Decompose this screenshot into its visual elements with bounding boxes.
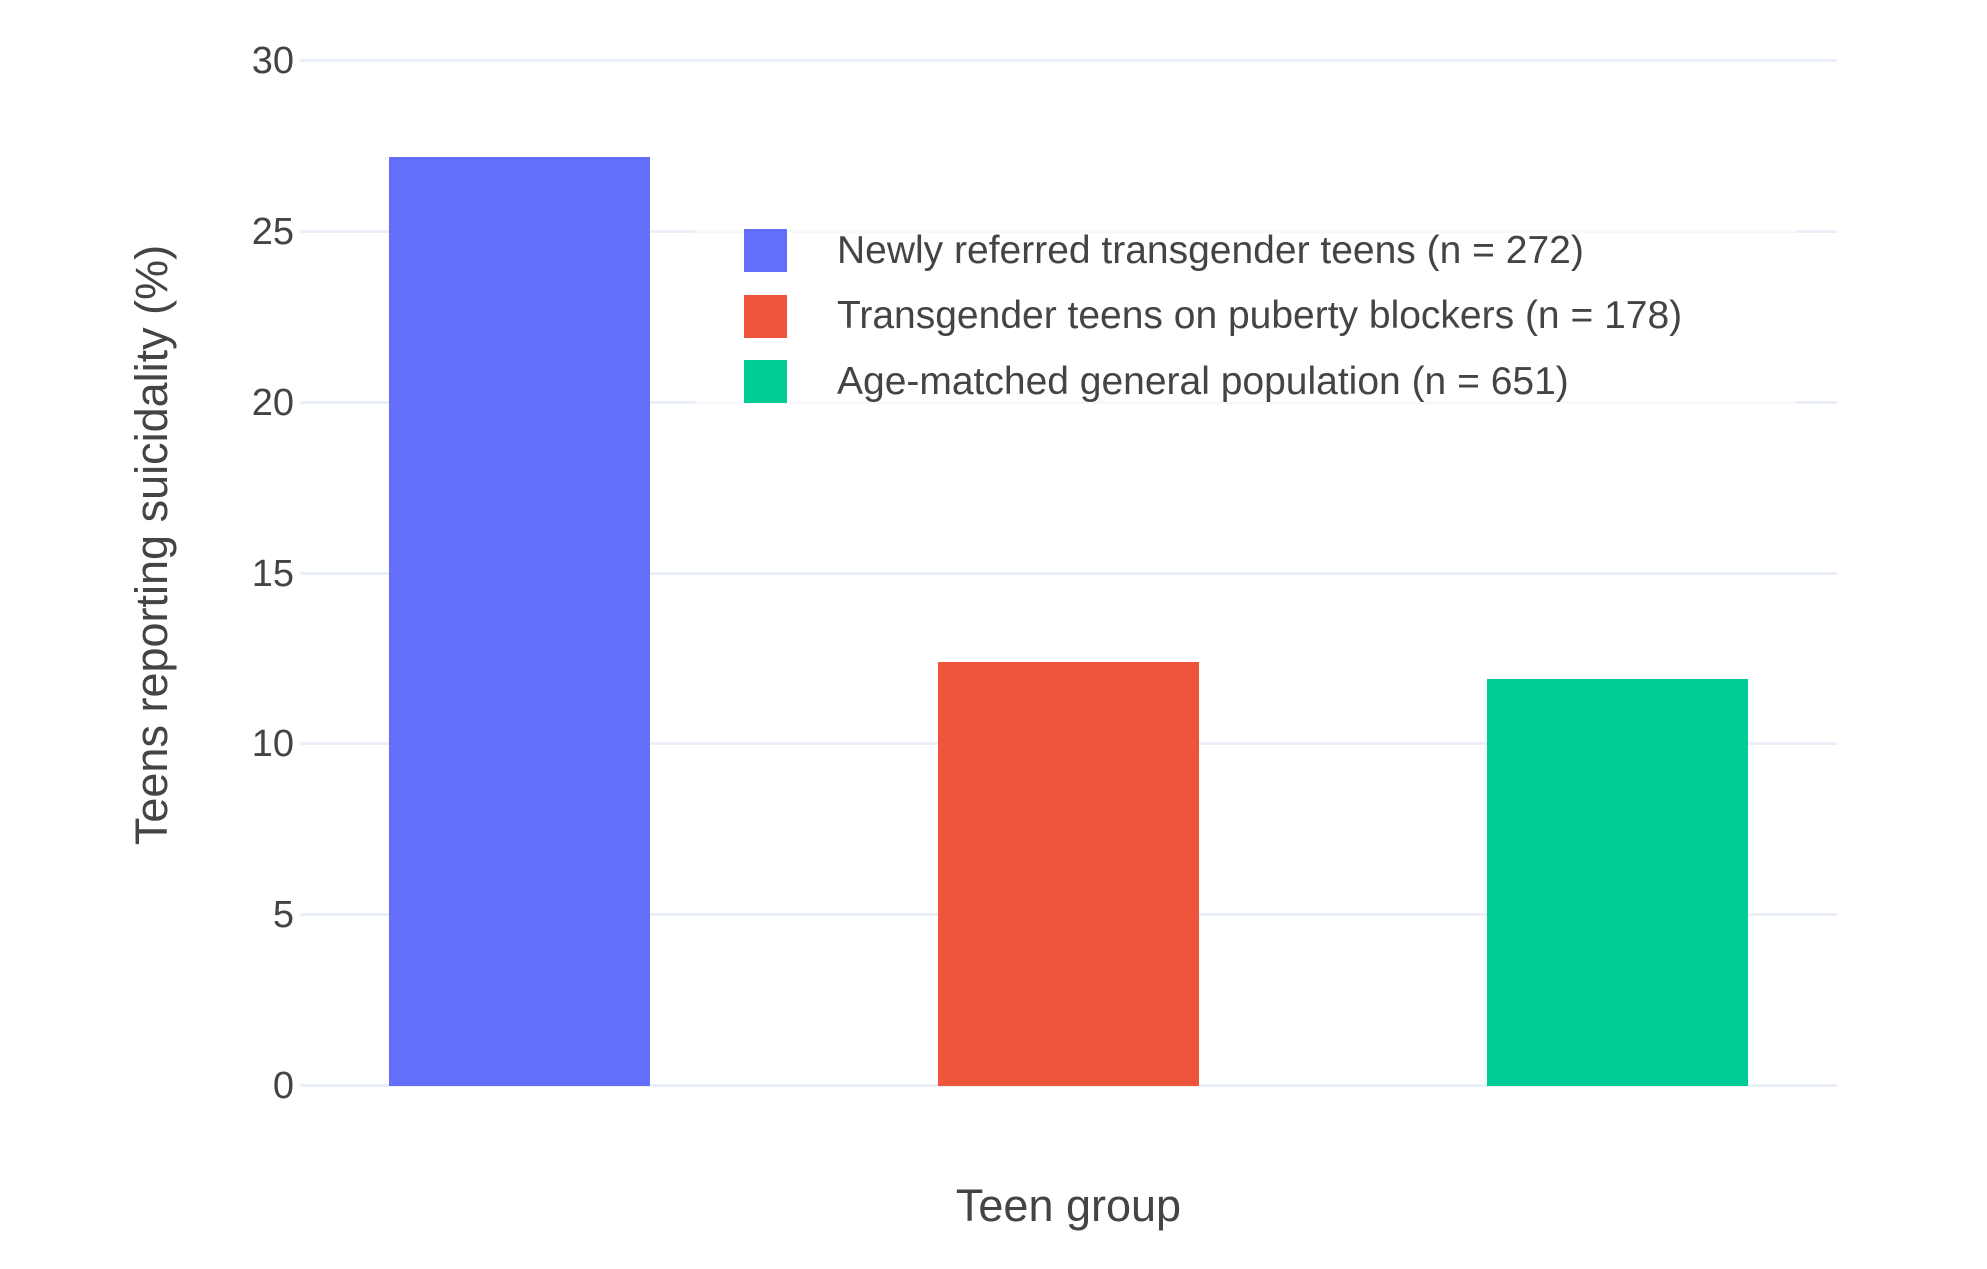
bar-3[interactable] bbox=[1486, 679, 1748, 1086]
legend-label: Transgender teens on puberty blockers (n… bbox=[837, 294, 1683, 338]
x-axis-title: Teen group bbox=[955, 1180, 1182, 1231]
y-tick-label: 30 bbox=[251, 40, 294, 82]
y-tick-label: 25 bbox=[251, 210, 294, 253]
legend-label: Age-matched general population (n = 651) bbox=[837, 359, 1569, 403]
y-tick-label: 20 bbox=[251, 381, 294, 424]
y-tick-label: 10 bbox=[251, 723, 294, 766]
gridline bbox=[300, 571, 1837, 575]
y-tick-label: 0 bbox=[272, 1065, 294, 1107]
y-tick-label: 5 bbox=[272, 894, 294, 937]
y-tick-label: 15 bbox=[251, 552, 294, 595]
legend-swatch-icon bbox=[744, 294, 787, 338]
legend-item-3[interactable]: Age-matched general population (n = 651) bbox=[744, 349, 1682, 415]
gridline bbox=[300, 59, 1837, 62]
legend-label: Newly referred transgender teens (n = 27… bbox=[837, 228, 1584, 272]
plot-area bbox=[300, 0, 1837, 1087]
legend-item-2[interactable]: Transgender teens on puberty blockers (n… bbox=[744, 284, 1682, 350]
legend-item-1[interactable]: Newly referred transgender teens (n = 27… bbox=[744, 218, 1682, 284]
bar-2[interactable] bbox=[938, 662, 1199, 1086]
legend-swatch-icon bbox=[744, 229, 787, 273]
bars-layer bbox=[300, 0, 1837, 1086]
legend-swatch-icon bbox=[744, 360, 787, 404]
legend: Newly referred transgender teens (n = 27… bbox=[695, 212, 1797, 464]
bar-1[interactable] bbox=[389, 156, 651, 1086]
legend-rows: Newly referred transgender teens (n = 27… bbox=[744, 218, 1682, 415]
